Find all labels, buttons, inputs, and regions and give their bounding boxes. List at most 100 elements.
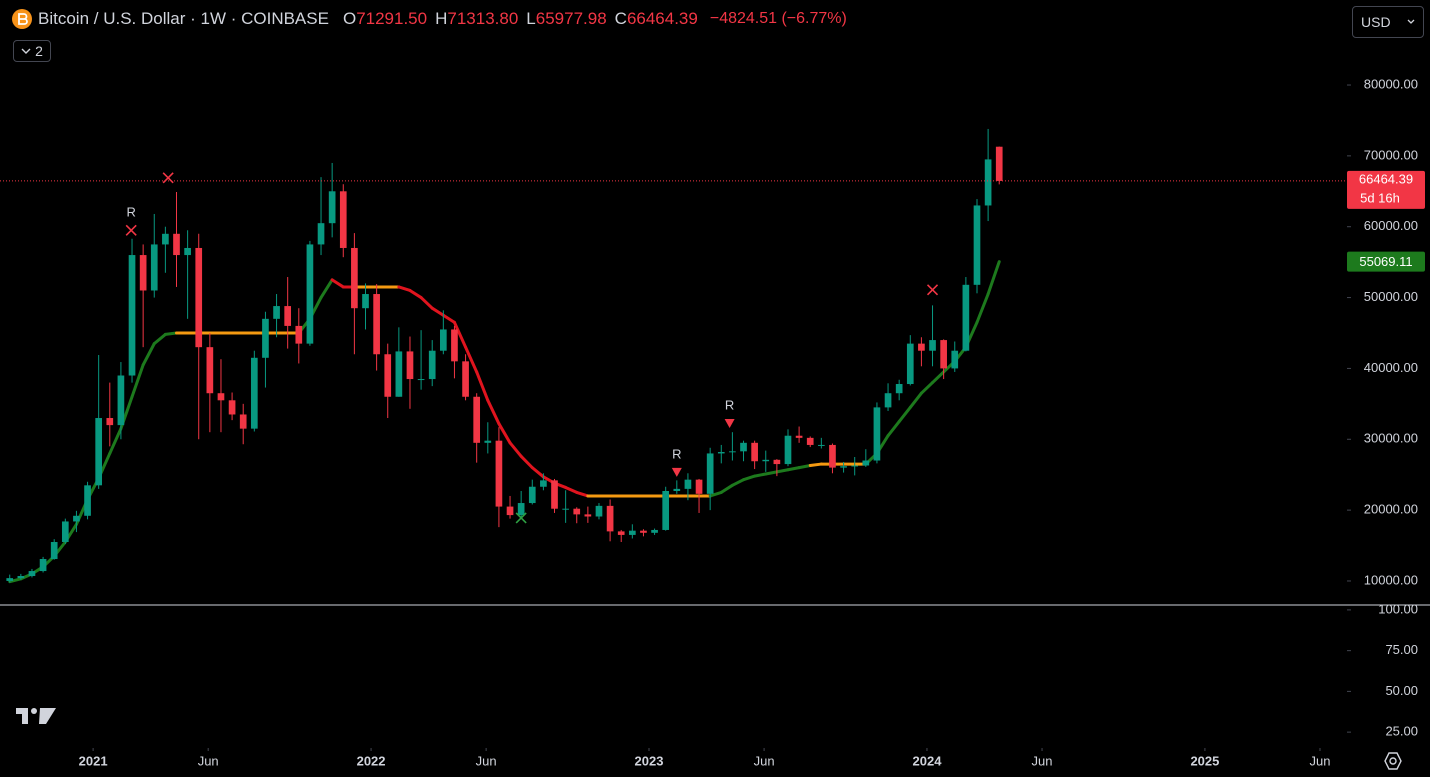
candle-body	[884, 393, 892, 408]
candle-body	[117, 375, 125, 426]
candle-body	[306, 244, 314, 344]
chevron-icon	[21, 48, 31, 54]
candle-body	[339, 191, 347, 248]
trend-segment	[919, 381, 935, 395]
trend-segment	[519, 454, 534, 470]
quote-value: 71313.80	[447, 9, 519, 28]
currency-select[interactable]: USD	[1352, 6, 1424, 38]
quote-value: 65977.98	[535, 9, 607, 28]
candle-body	[184, 247, 191, 256]
y-tick-label: 20000.00	[1364, 502, 1418, 517]
candle-body	[995, 146, 1003, 181]
signal-cross	[515, 512, 527, 524]
candle-body	[73, 515, 80, 522]
candle-body	[39, 559, 47, 572]
candle-body	[617, 531, 625, 535]
candle-body	[217, 393, 225, 401]
candle-body	[962, 284, 970, 351]
trend-segment	[319, 278, 334, 300]
candle-body	[439, 329, 447, 351]
candle-body	[150, 244, 158, 291]
symbol-title[interactable]: Bitcoin / U.S. Dollar · 1W · COINBASE	[38, 9, 329, 28]
x-tick-label: 2025	[1190, 753, 1219, 768]
trend-segment	[141, 342, 156, 367]
candle-body	[629, 530, 636, 535]
y-tick-label: 25.00	[1385, 724, 1418, 739]
candle-body	[195, 247, 203, 348]
candle-body	[395, 351, 403, 397]
signal-label: R	[672, 446, 681, 461]
candle-body	[706, 453, 714, 494]
trend-segment	[775, 468, 790, 474]
candle-body	[984, 159, 992, 206]
trend-segment	[330, 278, 345, 289]
candle-body	[417, 379, 425, 381]
candle-body	[28, 571, 36, 577]
trend-segment	[486, 398, 501, 426]
chevron-icon	[1407, 19, 1415, 24]
quote-value: 66464.39	[626, 9, 698, 28]
candle-body	[17, 576, 25, 579]
candle-body	[940, 340, 947, 369]
candle-body	[484, 440, 492, 443]
trend-segment	[130, 363, 145, 399]
trend-segment	[564, 485, 579, 494]
candle-body	[918, 343, 925, 351]
signal-cross	[125, 224, 137, 236]
signal-triangle	[724, 418, 735, 428]
candle-body	[862, 460, 870, 466]
trend-segment	[108, 427, 123, 455]
trend-segment	[152, 332, 167, 346]
y-tick-label: 50.00	[1385, 683, 1418, 698]
x-tick-label: Jun	[1032, 753, 1053, 768]
candle-body	[317, 223, 325, 245]
candle-body	[162, 233, 169, 245]
candle-body	[462, 361, 469, 397]
candle-body	[551, 480, 558, 509]
trend-value-label: 55069.11	[1359, 254, 1412, 269]
candle-body	[295, 325, 303, 344]
candle-body	[95, 418, 103, 486]
candle-body	[139, 255, 147, 291]
signal-label: R	[725, 397, 734, 412]
indicators-toggle[interactable]: 2	[13, 40, 51, 62]
candle-body	[662, 490, 670, 530]
trend-segment	[786, 466, 801, 472]
x-tick-label: Jun	[198, 753, 219, 768]
quote-value: 71291.50	[356, 9, 428, 28]
signal-label: R	[126, 205, 135, 220]
trend-segment	[931, 370, 946, 385]
candle-body	[951, 350, 959, 369]
quote-key: O	[342, 9, 357, 28]
candle-body	[528, 486, 536, 504]
candle-body	[684, 479, 692, 489]
y-tick-label: 70000.00	[1364, 147, 1418, 162]
candle-body	[729, 451, 736, 453]
candle-body	[829, 444, 836, 468]
trend-segment	[797, 463, 812, 470]
settings-icon[interactable]	[1384, 752, 1402, 770]
trend-segment	[975, 292, 990, 324]
candle-body	[640, 530, 647, 533]
candle-body	[873, 407, 881, 461]
y-tick-label: 30000.00	[1364, 431, 1418, 446]
candle-body	[784, 435, 792, 465]
trend-segment	[8, 577, 23, 584]
trend-segment	[163, 331, 178, 336]
trend-segment	[575, 490, 590, 498]
candle-body	[840, 466, 847, 468]
tradingview-logo	[16, 708, 56, 724]
candle-body	[262, 318, 269, 358]
candle-body	[128, 255, 136, 376]
candle-body	[495, 440, 503, 507]
candle-body	[806, 437, 814, 445]
y-tick-label: 60000.00	[1364, 218, 1418, 233]
last-price-tag	[1347, 170, 1425, 209]
candle-body	[973, 205, 981, 285]
candle-body	[695, 479, 703, 494]
trend-segment	[508, 441, 523, 458]
trend-segment	[408, 288, 423, 300]
x-tick-label: 2021	[79, 753, 108, 768]
